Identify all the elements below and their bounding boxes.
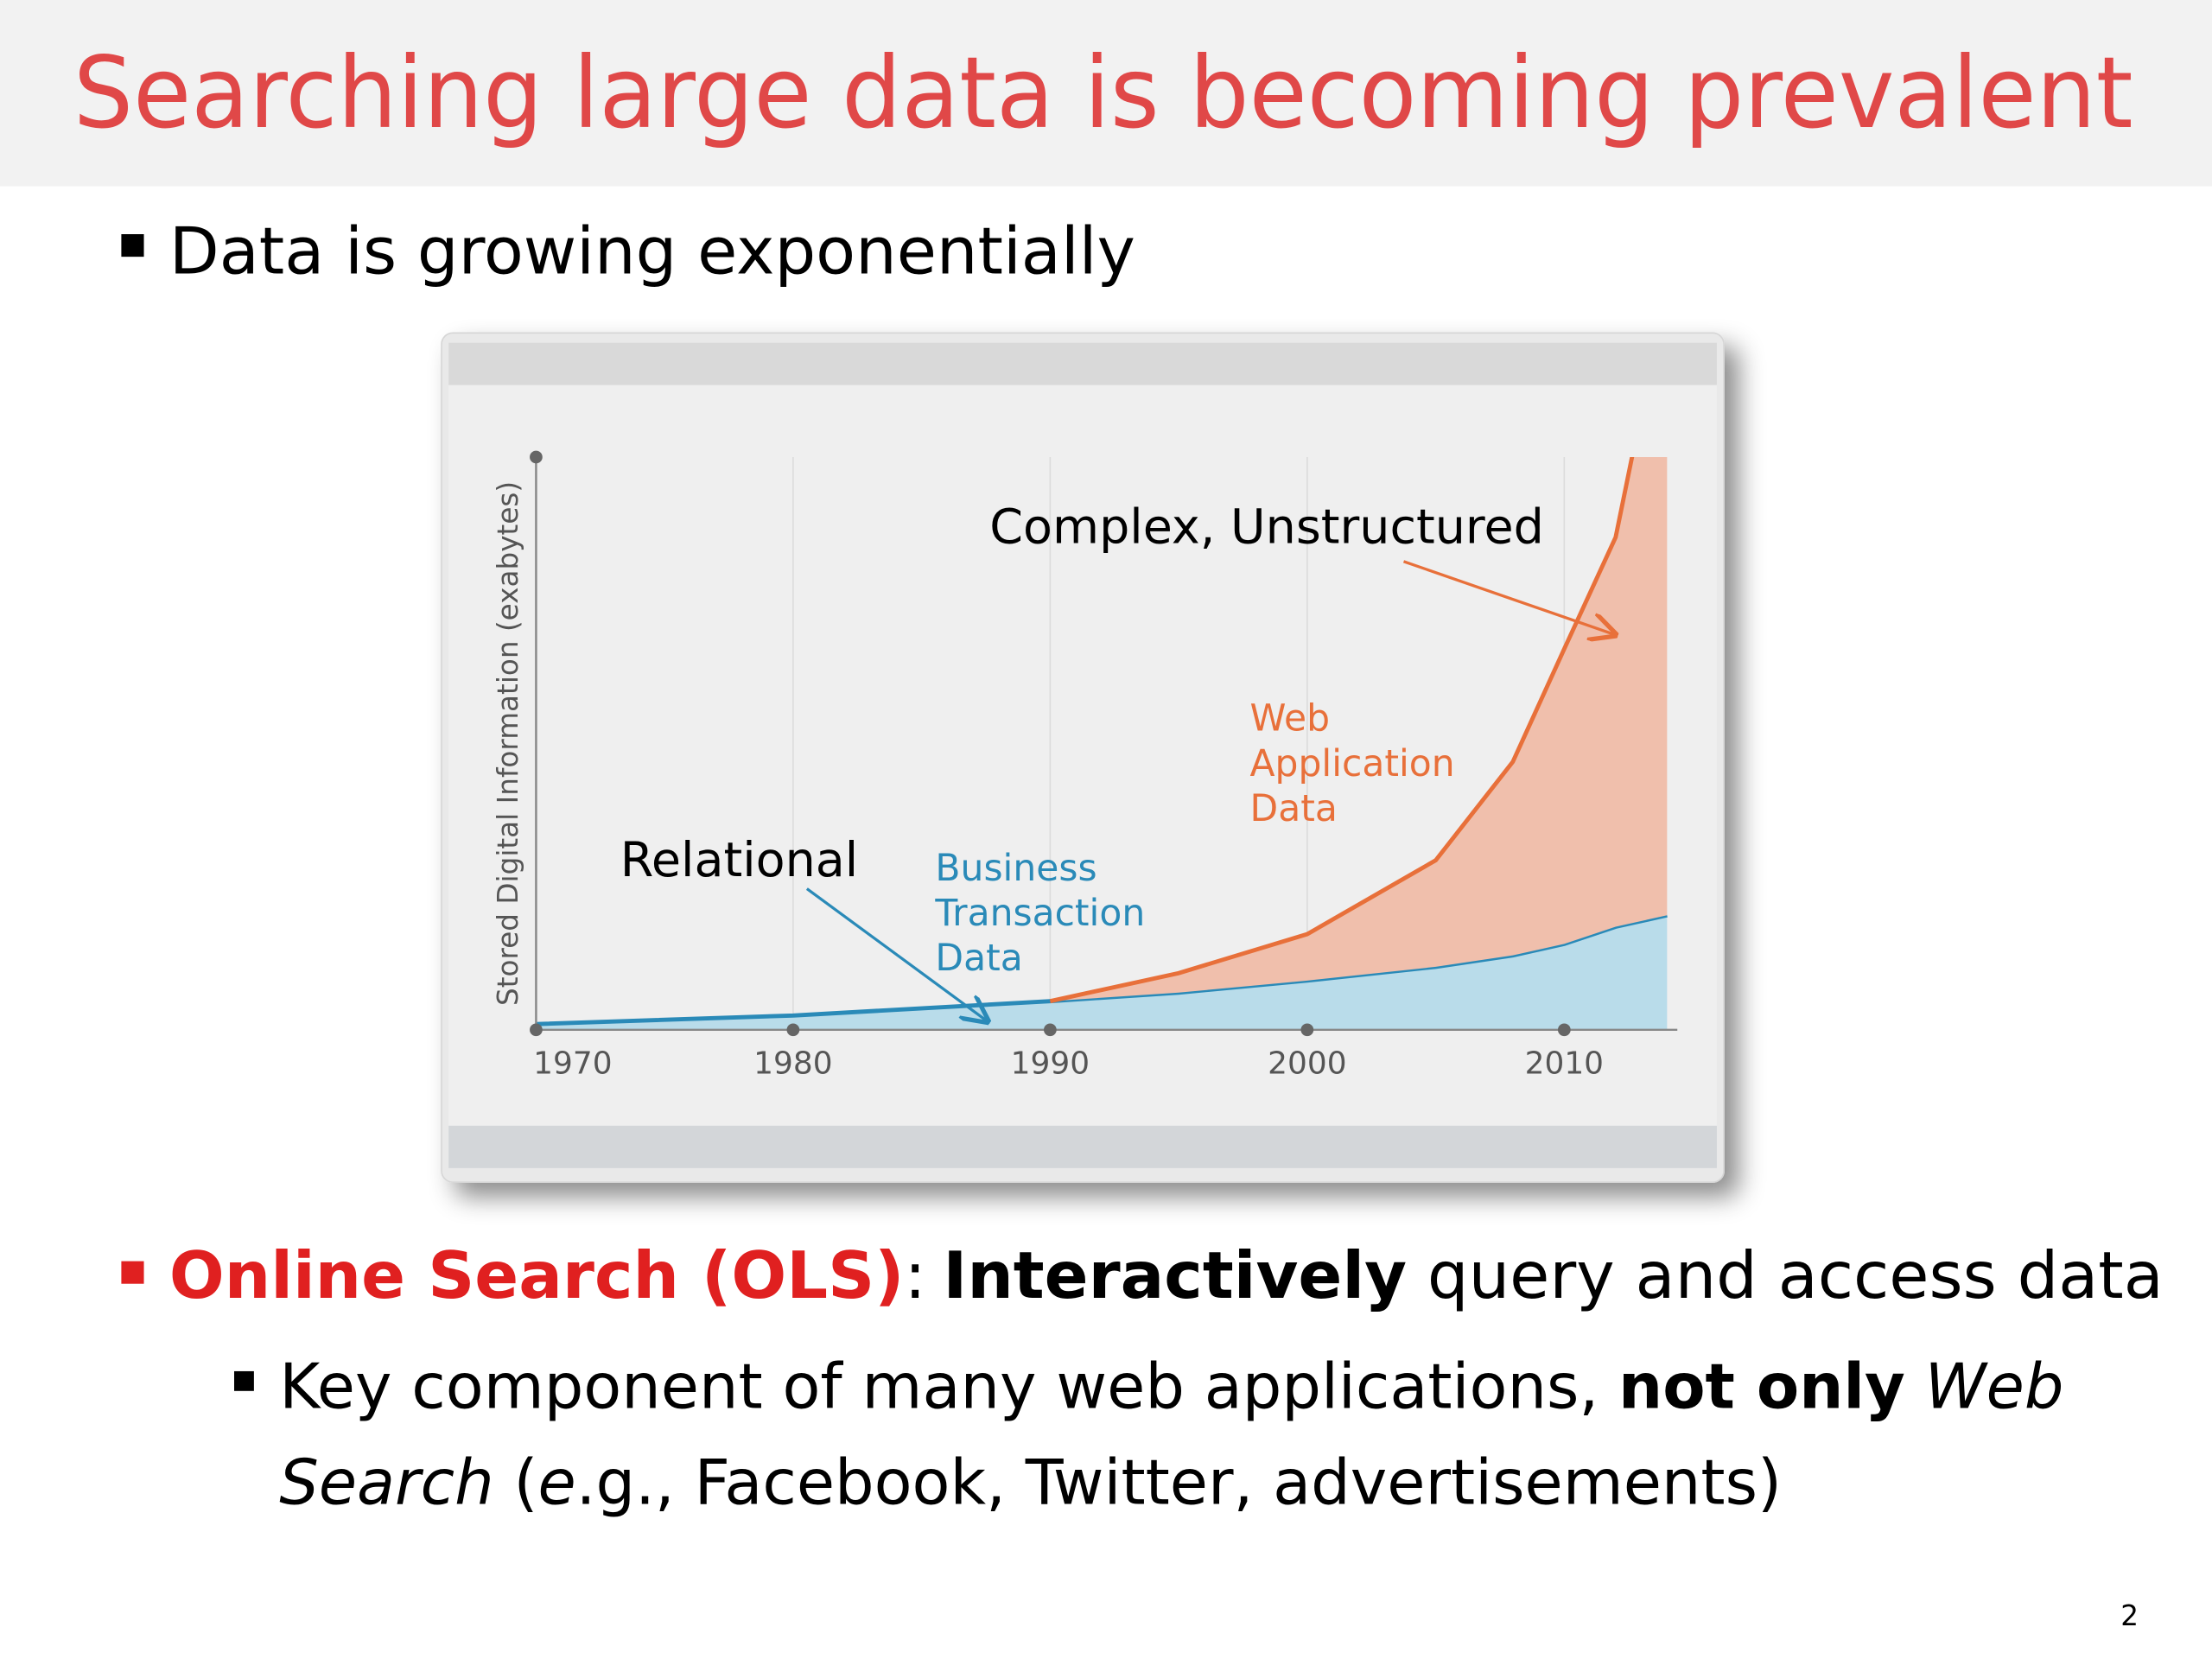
sub-bullet-line: Key component of many web applications, … <box>279 1350 2063 1422</box>
text: Key component of many web applications, <box>279 1350 1618 1422</box>
tick-mark <box>1557 1023 1571 1037</box>
series-label-line: Business <box>935 848 1096 890</box>
bullet-text: Data is growing exponentially <box>169 213 1135 289</box>
series-label-line: Web <box>1250 698 1331 741</box>
text: ( <box>494 1446 538 1518</box>
annotation: Complex, Unstructured <box>989 499 1544 556</box>
term: Online Search (OLS) <box>169 1237 905 1313</box>
plot-area <box>536 456 1668 1030</box>
emph: Interactively <box>943 1237 1407 1313</box>
area-line <box>536 912 1668 1027</box>
italic: e <box>537 1446 575 1518</box>
frame-top-band <box>448 342 1717 385</box>
series-label-line: Transaction <box>934 893 1145 935</box>
series-label: Business Transaction Data <box>934 848 1145 980</box>
series-label: Web Application Data <box>1250 698 1455 830</box>
italic: Web <box>1905 1350 2064 1422</box>
italic: Search <box>279 1446 493 1518</box>
area-line <box>1049 456 1635 1004</box>
title: Searching large data is becoming prevale… <box>73 35 2133 150</box>
arrow <box>805 887 988 1021</box>
y-axis-label: Stored Digital Information (exabytes) <box>492 481 524 1006</box>
arrow <box>1402 560 1615 635</box>
colon: : <box>904 1237 925 1313</box>
bullet-text: Online Search (OLS): Interactively query … <box>169 1237 2164 1313</box>
text: .g., Facebook, Twitter, advertisements) <box>576 1446 1782 1518</box>
x-tick-label: 2010 <box>1525 1046 1604 1081</box>
tick-mark <box>1300 1023 1314 1037</box>
x-tick-label: 1980 <box>753 1046 832 1081</box>
tick-mark <box>530 1023 543 1037</box>
bold: not only <box>1618 1350 1905 1422</box>
axis-end <box>530 450 543 464</box>
sub-bullet-line: Search (e.g., Facebook, Twitter, adverti… <box>279 1446 1782 1518</box>
x-tick-label: 2000 <box>1268 1046 1346 1081</box>
x-tick-label: 1970 <box>533 1046 612 1081</box>
tick-mark <box>786 1023 800 1037</box>
frame-bottom-band <box>448 1125 1717 1168</box>
bullet <box>121 1261 144 1284</box>
series-label-line: Application <box>1250 743 1455 785</box>
area <box>536 915 1668 1030</box>
text: query and access data <box>1407 1237 2164 1313</box>
series-label-line: Data <box>935 938 1022 980</box>
header-band <box>0 0 2212 187</box>
chart: 1970 1980 1990 2000 2010 Stored Digital Infor… <box>492 450 1678 1081</box>
x-tick-label: 1990 <box>1011 1046 1090 1081</box>
bullet <box>234 1370 254 1391</box>
page-number: 2 <box>2120 1599 2139 1632</box>
bullet <box>121 234 144 257</box>
area <box>1050 456 1668 1001</box>
tick-mark <box>1044 1023 1057 1037</box>
series-label-line: Data <box>1250 788 1338 830</box>
annotation: Relational <box>620 832 858 888</box>
